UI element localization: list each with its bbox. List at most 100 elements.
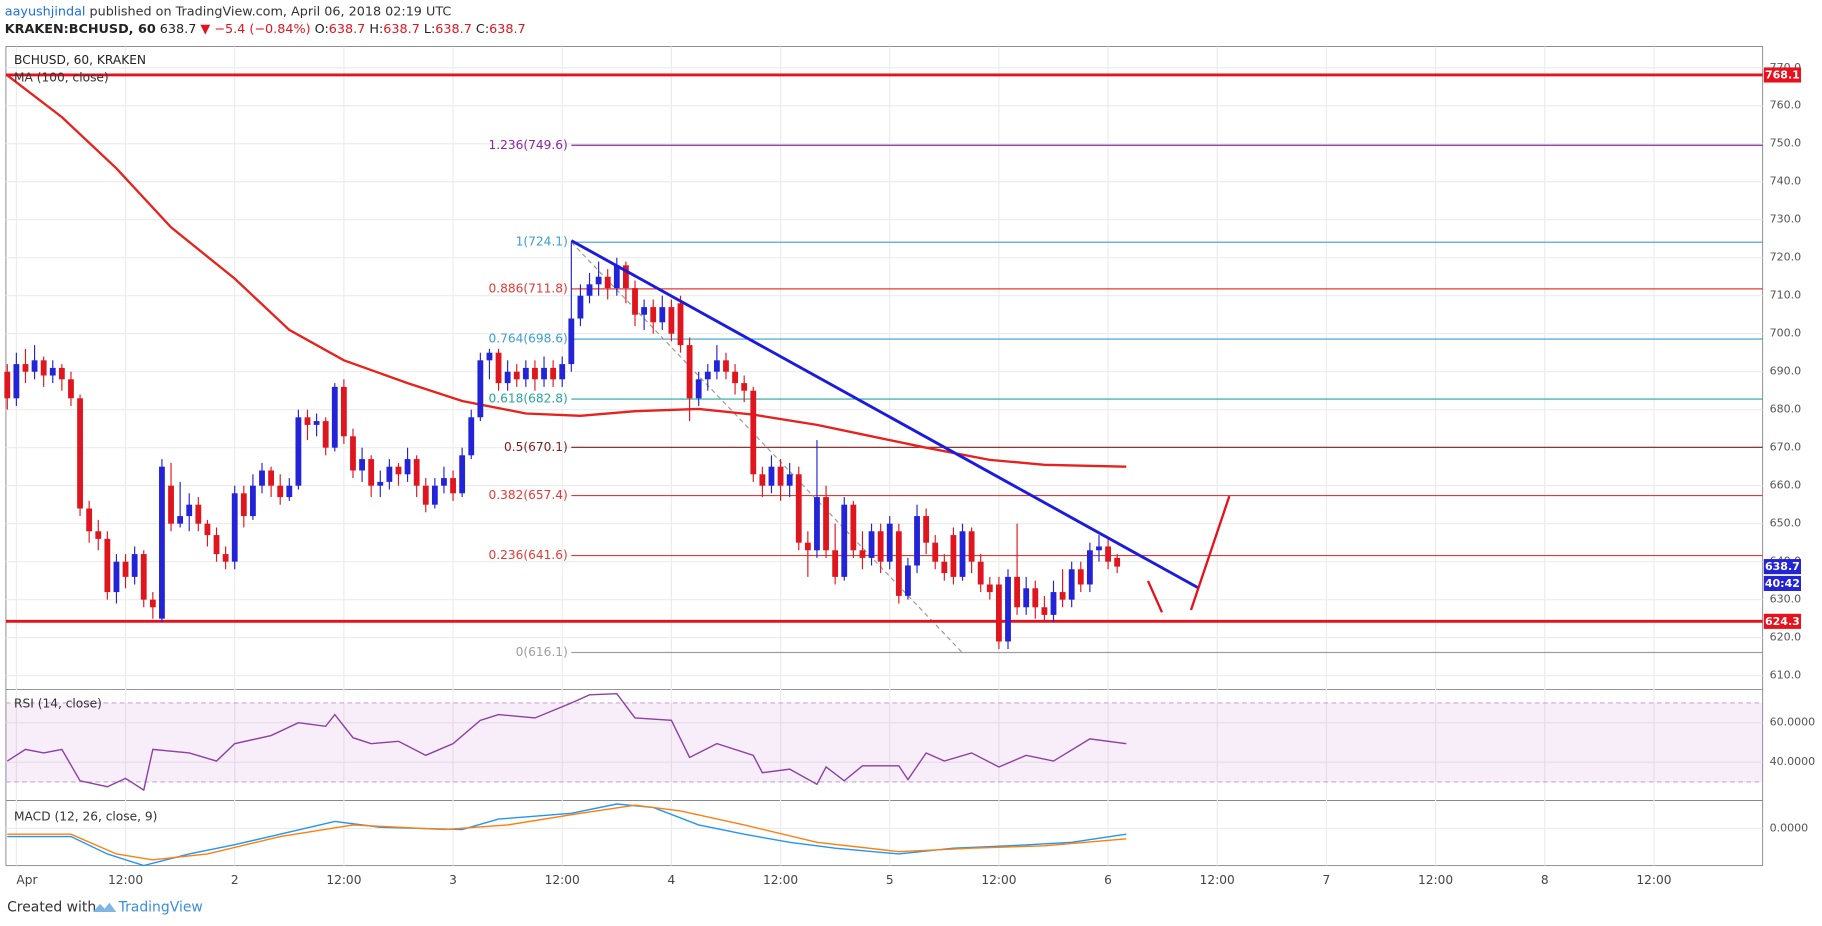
y-tick-label: 710.0 — [1770, 289, 1802, 302]
candle-body — [832, 550, 839, 577]
footer-brand[interactable]: TradingView — [118, 899, 203, 915]
candle-body — [1086, 550, 1093, 585]
candle-body — [550, 367, 557, 380]
candle-body — [304, 417, 311, 425]
x-tick-label: 4 — [668, 873, 676, 887]
main-layer — [4, 73, 1763, 867]
candle-body — [77, 398, 83, 509]
candle-body — [322, 421, 329, 448]
candle-body — [668, 307, 675, 334]
y-tick-label: 690.0 — [1770, 365, 1802, 378]
candle-body — [595, 276, 602, 285]
candle-body — [195, 504, 202, 524]
candle-body — [623, 265, 629, 289]
candle-body — [231, 493, 238, 562]
ma-legend: MA (100, close) — [14, 70, 109, 84]
candle-body — [68, 379, 74, 399]
candle-body — [941, 561, 948, 574]
candle-body — [350, 436, 356, 471]
candle-body — [859, 550, 866, 558]
x-tick-label: 7 — [1323, 873, 1331, 887]
y-tick-label: 670.0 — [1770, 441, 1802, 454]
candle-body — [868, 531, 875, 558]
candle-body — [641, 307, 648, 315]
candle-body — [340, 386, 347, 437]
price-tag — [1763, 559, 1801, 575]
candle-body — [886, 523, 893, 562]
candle-body — [768, 466, 775, 486]
candle-body — [1050, 592, 1057, 615]
candle-body — [222, 554, 229, 562]
y-tick-label: 750.0 — [1770, 137, 1802, 150]
candle-body — [959, 531, 966, 577]
candle-body — [204, 523, 211, 536]
candle-body — [104, 538, 111, 593]
x-tick-label: 2 — [231, 873, 239, 887]
candle-body — [1014, 576, 1021, 608]
candle-body — [795, 474, 802, 543]
moving-average — [6, 74, 1127, 468]
ohlc-value: 638.7 — [489, 22, 526, 37]
candle-body — [131, 554, 138, 577]
candle-body — [814, 497, 820, 551]
y-tick-label: 660.0 — [1770, 479, 1802, 492]
candle-body — [1077, 569, 1084, 585]
chart-title: BCHUSD, 60, KRAKEN — [14, 53, 146, 67]
macd-line — [7, 804, 1127, 861]
candle-body — [13, 364, 20, 399]
fib-label: 0.886(711.8) — [489, 281, 568, 295]
candle-body — [677, 303, 684, 346]
candle-body — [1068, 569, 1075, 600]
candle-body — [577, 295, 584, 319]
x-tick-label: 3 — [449, 873, 457, 887]
candle-body — [441, 478, 447, 486]
author-link[interactable]: aayushjindal — [5, 4, 86, 19]
candle-body — [850, 504, 857, 551]
candle-body — [586, 284, 593, 296]
candle-body — [140, 554, 147, 600]
candle-body — [286, 485, 293, 498]
candle-body — [86, 508, 93, 532]
candle-body — [723, 360, 729, 372]
ohlc-key: L: — [424, 22, 435, 37]
y-tick-label: 630.0 — [1770, 593, 1802, 606]
fib-label: 0(616.1) — [516, 645, 568, 659]
candle-body — [377, 481, 384, 486]
header-line: aayushjindal published on TradingView.co… — [5, 4, 452, 19]
x-tick-label: 12:00 — [1200, 873, 1235, 887]
price-change: ▼ −5.4 (−0.84%) — [200, 22, 310, 37]
y-tick-label: 40.0000 — [1770, 755, 1816, 768]
candle-body — [395, 466, 402, 475]
candle-body — [686, 345, 693, 399]
candle-body — [977, 561, 984, 585]
candle-body — [495, 352, 502, 384]
x-tick-label: 12:00 — [545, 873, 580, 887]
candle-body — [95, 531, 102, 539]
candle-body — [613, 265, 620, 289]
footer-text: Created with — [7, 899, 96, 915]
rsi-line — [6, 692, 1127, 792]
candle-body — [40, 360, 47, 376]
candle-body — [704, 371, 711, 380]
candle-body — [841, 504, 848, 577]
candle-body — [313, 421, 320, 425]
y-tick-label: 620.0 — [1770, 631, 1802, 644]
y-tick-label: 680.0 — [1770, 403, 1802, 416]
trendline — [570, 239, 1200, 590]
candle-body — [695, 379, 702, 399]
candle-body — [522, 367, 529, 380]
candle-body — [895, 531, 902, 596]
candle-body — [331, 386, 338, 448]
candle-body — [1041, 607, 1048, 615]
ohlc-value: 638.7 — [435, 22, 472, 37]
candle-body — [777, 466, 784, 486]
candle-body — [450, 478, 456, 494]
candle-body — [431, 485, 438, 505]
x-tick-label: 5 — [886, 873, 894, 887]
candle-body — [422, 485, 429, 505]
x-tick-label: Apr — [16, 873, 38, 887]
ohlc-key: H: — [369, 22, 383, 37]
